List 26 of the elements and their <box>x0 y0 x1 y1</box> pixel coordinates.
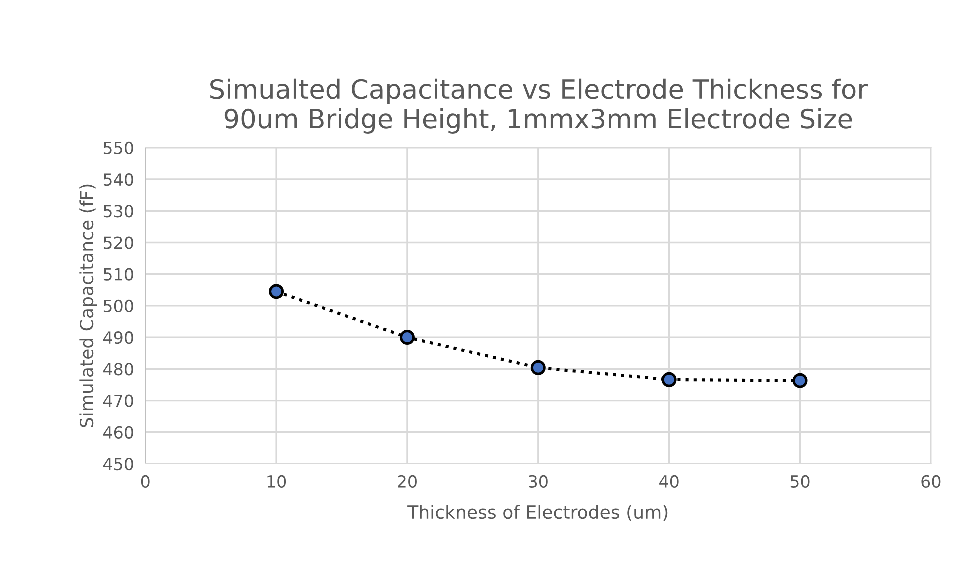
y-tick-label: 460 <box>104 426 134 439</box>
y-tick-label: 520 <box>104 236 134 250</box>
x-tick-label: 10 <box>268 475 286 488</box>
x-axis-title: Thickness of Electrodes (um) <box>408 505 668 522</box>
x-tick-label: 0 <box>141 475 150 488</box>
x-tick-label: 20 <box>398 475 417 488</box>
y-tick-label: 450 <box>104 458 134 471</box>
point <box>662 372 677 388</box>
y-tick-label: 530 <box>104 205 134 218</box>
point <box>530 360 546 376</box>
x-tick-label: 50 <box>790 475 810 488</box>
chart-title: Simualted Capacitance vs Electrode Thickness for 90um Bridge Height, 1mmx3mm Electrode Size <box>210 78 868 134</box>
y-tick-label: 540 <box>104 173 134 186</box>
y-tick-label: 510 <box>104 268 134 281</box>
y-tick-label: 480 <box>104 363 134 376</box>
point <box>269 284 284 300</box>
x-tick-label: 60 <box>922 475 941 488</box>
x-tick-label: 40 <box>660 475 679 488</box>
point <box>400 330 415 346</box>
y-tick-label: 470 <box>104 394 134 408</box>
y-axis-title: Simulated Capacitance (fF) <box>80 184 98 428</box>
y-tick-label: 550 <box>104 142 134 154</box>
y-tick-label: 500 <box>104 300 134 313</box>
x-tick-label: 30 <box>529 475 548 488</box>
point <box>792 373 808 388</box>
y-tick-label: 490 <box>104 332 134 344</box>
